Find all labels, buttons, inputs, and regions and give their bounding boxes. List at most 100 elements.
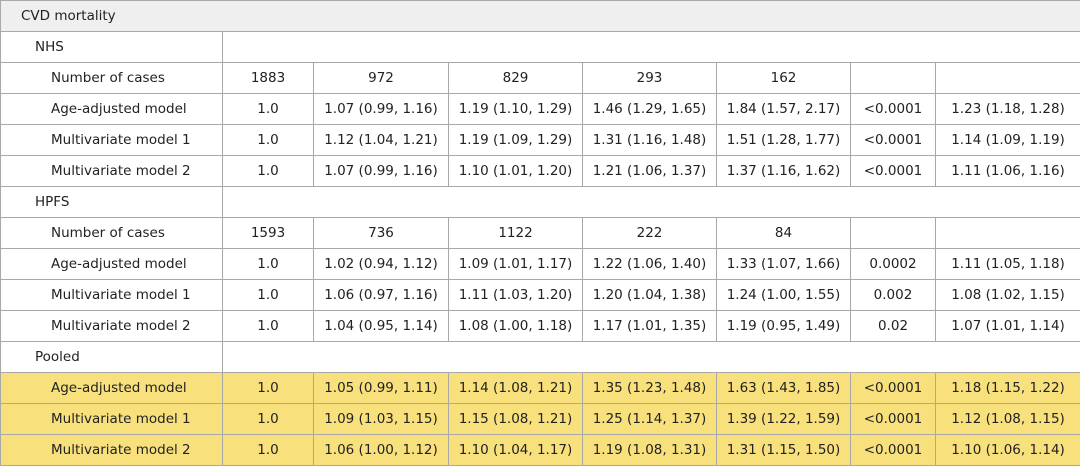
cell: 1.17 (1.01, 1.35) (582, 310, 717, 342)
row-label: Age-adjusted model (0, 372, 223, 404)
cell: 1.07 (1.01, 1.14) (934, 310, 1080, 342)
section-blank (221, 31, 1080, 63)
cell: 1.46 (1.29, 1.65) (582, 93, 717, 125)
data-row: Age-adjusted model 1.0 1.05 (0.99, 1.11) 1.… (0, 372, 1080, 404)
empty-cell (934, 62, 1080, 94)
cell: 1.24 (1.00, 1.55) (716, 279, 851, 311)
cell: 829 (448, 62, 583, 94)
data-row: Multivariate model 1 1.0 1.12 (1.04, 1.21)… (0, 124, 1080, 156)
cell: 1.23 (1.18, 1.28) (934, 93, 1080, 125)
cell: 1.19 (1.08, 1.31) (582, 434, 717, 466)
data-row: Number of cases 1883 972 829 293 162 (0, 62, 1080, 94)
section-name: HPFS (0, 186, 223, 218)
cell: <0.0001 (850, 434, 936, 466)
row-label: Age-adjusted model (0, 248, 223, 280)
data-row: Age-adjusted model 1.0 1.02 (0.94, 1.12) 1.… (0, 248, 1080, 280)
row-label: Multivariate model 1 (0, 124, 223, 156)
cell: 84 (716, 217, 851, 249)
cell: 1.05 (0.99, 1.11) (313, 372, 449, 404)
cell: 1.09 (1.03, 1.15) (313, 403, 449, 435)
cell: 1.63 (1.43, 1.85) (716, 372, 851, 404)
cell: 1.21 (1.06, 1.37) (582, 155, 717, 187)
cell: 1.10 (1.01, 1.20) (448, 155, 583, 187)
section-name: NHS (0, 31, 223, 63)
data-row: Multivariate model 1 1.0 1.06 (0.97, 1.16)… (0, 279, 1080, 311)
section-row: NHS (0, 31, 1080, 63)
data-row: Age-adjusted model 1.0 1.07 (0.99, 1.16) 1.… (0, 93, 1080, 125)
row-label: Age-adjusted model (0, 93, 223, 125)
cell: 1.07 (0.99, 1.16) (313, 155, 449, 187)
data-row: Number of cases 1593 736 1122 222 84 (0, 217, 1080, 249)
cell: 1593 (222, 217, 314, 249)
row-label: Multivariate model 2 (0, 310, 223, 342)
cell: 1.37 (1.16, 1.62) (716, 155, 851, 187)
cell: 1122 (448, 217, 583, 249)
cell: 1.10 (1.06, 1.14) (934, 434, 1080, 466)
cell: 1.84 (1.57, 2.17) (716, 93, 851, 125)
data-row: Multivariate model 2 1.0 1.07 (0.99, 1.16)… (0, 155, 1080, 187)
section-blank (221, 341, 1080, 373)
cell: 1.18 (1.15, 1.22) (934, 372, 1080, 404)
cell: 1.06 (1.00, 1.12) (313, 434, 449, 466)
section-row: HPFS (0, 186, 1080, 218)
empty-cell (934, 217, 1080, 249)
cell: 1883 (222, 62, 314, 94)
section-row: Pooled (0, 341, 1080, 373)
cell: 1.11 (1.03, 1.20) (448, 279, 583, 311)
cell: 1.39 (1.22, 1.59) (716, 403, 851, 435)
empty-cell (850, 217, 936, 249)
cell: 293 (582, 62, 717, 94)
data-row: Multivariate model 1 1.0 1.09 (1.03, 1.15)… (0, 403, 1080, 435)
cell: 1.19 (1.09, 1.29) (448, 124, 583, 156)
cell: 1.12 (1.04, 1.21) (313, 124, 449, 156)
cell: 1.0 (222, 310, 314, 342)
cell: 1.0 (222, 434, 314, 466)
cell: 1.08 (1.02, 1.15) (934, 279, 1080, 311)
row-label: Number of cases (0, 217, 223, 249)
cell: 1.51 (1.28, 1.77) (716, 124, 851, 156)
row-label: Multivariate model 1 (0, 403, 223, 435)
row-label: Multivariate model 1 (0, 279, 223, 311)
cell: 1.33 (1.07, 1.66) (716, 248, 851, 280)
cell: 1.02 (0.94, 1.12) (313, 248, 449, 280)
cell: 1.20 (1.04, 1.38) (582, 279, 717, 311)
cell: <0.0001 (850, 93, 936, 125)
cell: 1.31 (1.16, 1.48) (582, 124, 717, 156)
cell: 1.0 (222, 279, 314, 311)
cell: 1.06 (0.97, 1.16) (313, 279, 449, 311)
cell: 1.0 (222, 93, 314, 125)
cell: 1.09 (1.01, 1.17) (448, 248, 583, 280)
data-row: Multivariate model 2 1.0 1.04 (0.95, 1.14)… (0, 310, 1080, 342)
cell: <0.0001 (850, 403, 936, 435)
cell: 222 (582, 217, 717, 249)
cell: 0.02 (850, 310, 936, 342)
empty-cell (850, 62, 936, 94)
cell: 1.11 (1.06, 1.16) (934, 155, 1080, 187)
cell: 1.19 (1.10, 1.29) (448, 93, 583, 125)
cell: 1.0 (222, 372, 314, 404)
cell: 1.0 (222, 124, 314, 156)
cell: 1.08 (1.00, 1.18) (448, 310, 583, 342)
cell: 1.15 (1.08, 1.21) (448, 403, 583, 435)
cell: 1.14 (1.09, 1.19) (934, 124, 1080, 156)
table-title: CVD mortality (0, 0, 1080, 32)
cell: 1.0 (222, 248, 314, 280)
section-blank (221, 186, 1080, 218)
cell: 1.0 (222, 155, 314, 187)
cell: 1.35 (1.23, 1.48) (582, 372, 717, 404)
row-label: Multivariate model 2 (0, 434, 223, 466)
cell: <0.0001 (850, 372, 936, 404)
cell: 0.002 (850, 279, 936, 311)
cell: 972 (313, 62, 449, 94)
cell: 1.19 (0.95, 1.49) (716, 310, 851, 342)
row-label: Multivariate model 2 (0, 155, 223, 187)
cell: <0.0001 (850, 155, 936, 187)
title-row: CVD mortality (0, 0, 1080, 32)
data-row: Multivariate model 2 1.0 1.06 (1.00, 1.12)… (0, 434, 1080, 466)
cell: 1.14 (1.08, 1.21) (448, 372, 583, 404)
cell: 1.10 (1.04, 1.17) (448, 434, 583, 466)
section-name: Pooled (0, 341, 223, 373)
cell: 1.12 (1.08, 1.15) (934, 403, 1080, 435)
